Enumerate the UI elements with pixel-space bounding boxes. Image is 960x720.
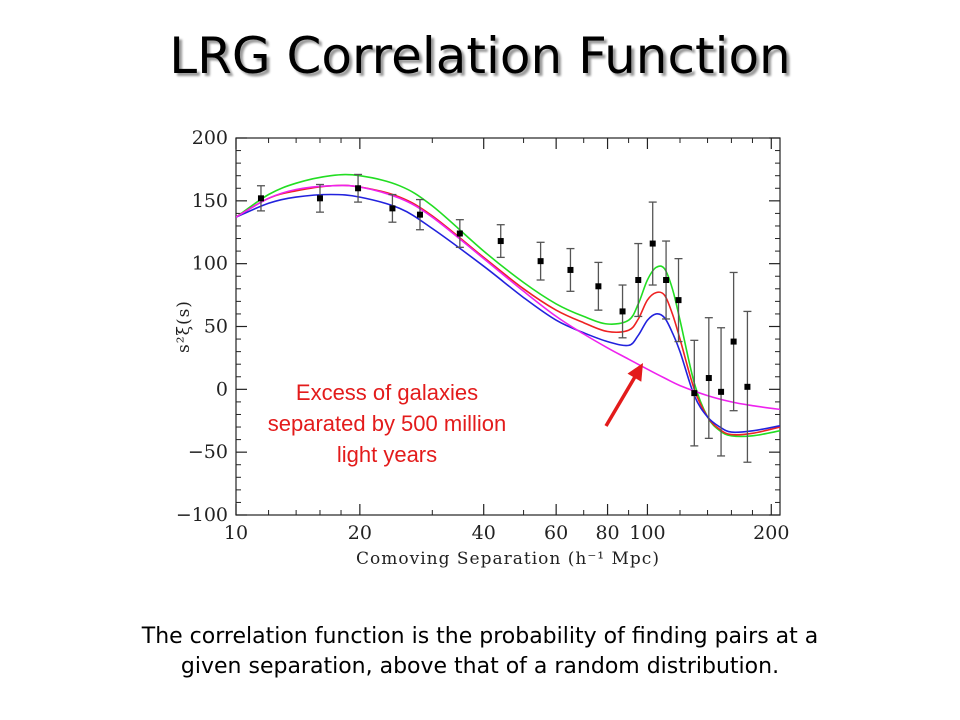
annotation-line-1: Excess of galaxies: [296, 380, 478, 405]
data-point: [649, 240, 656, 247]
annotation-line-3: light years: [337, 442, 437, 467]
data-point: [456, 230, 463, 237]
data-point: [567, 266, 574, 273]
data-point: [663, 277, 670, 284]
series-line-3: [236, 193, 780, 434]
data-point: [355, 185, 362, 192]
data-point: [389, 205, 396, 212]
data-point: [744, 383, 751, 390]
annotation-arrow-shaft: [604, 369, 641, 427]
annotation-arrow-head: [627, 363, 643, 382]
y-tick-label: 100: [192, 253, 228, 275]
x-tick-label: 20: [348, 522, 372, 544]
caption-line-1: The correlation function is the probabil…: [141, 624, 819, 649]
x-tick-label: 60: [544, 522, 568, 544]
x-tick-label: 40: [472, 522, 496, 544]
y-tick-label: 50: [204, 316, 228, 338]
x-axis-label: Comoving Separation (h⁻¹ Mpc): [356, 549, 660, 569]
x-tick-label: 80: [595, 522, 619, 544]
data-point: [537, 258, 544, 265]
data-point: [675, 297, 682, 304]
data-point: [497, 238, 504, 245]
y-tick-label: 200: [192, 127, 228, 149]
data-point: [730, 338, 737, 345]
caption-line-2: given separation, above that of a random…: [180, 654, 780, 679]
data-point: [316, 195, 323, 202]
data-point: [718, 388, 725, 395]
data-point: [691, 390, 698, 397]
slide-title: LRG Correlation Function: [169, 27, 791, 85]
y-tick-label: 150: [192, 190, 228, 212]
annotation-line-2: separated by 500 million: [268, 411, 506, 436]
x-tick-label: 100: [629, 522, 665, 544]
x-tick-label: 10: [224, 522, 248, 544]
y-tick-label: −100: [176, 504, 228, 526]
x-tick-label: 200: [753, 522, 789, 544]
series-line-4: [236, 184, 780, 411]
data-point: [619, 308, 626, 315]
y-axis-label: s²ξ(s): [174, 300, 194, 353]
y-tick-label: −50: [188, 441, 228, 463]
data-point: [416, 211, 423, 218]
data-point: [635, 277, 642, 284]
y-tick-label: 0: [216, 378, 228, 400]
data-point: [595, 283, 602, 290]
data-point: [257, 195, 264, 202]
data-point: [705, 375, 712, 382]
